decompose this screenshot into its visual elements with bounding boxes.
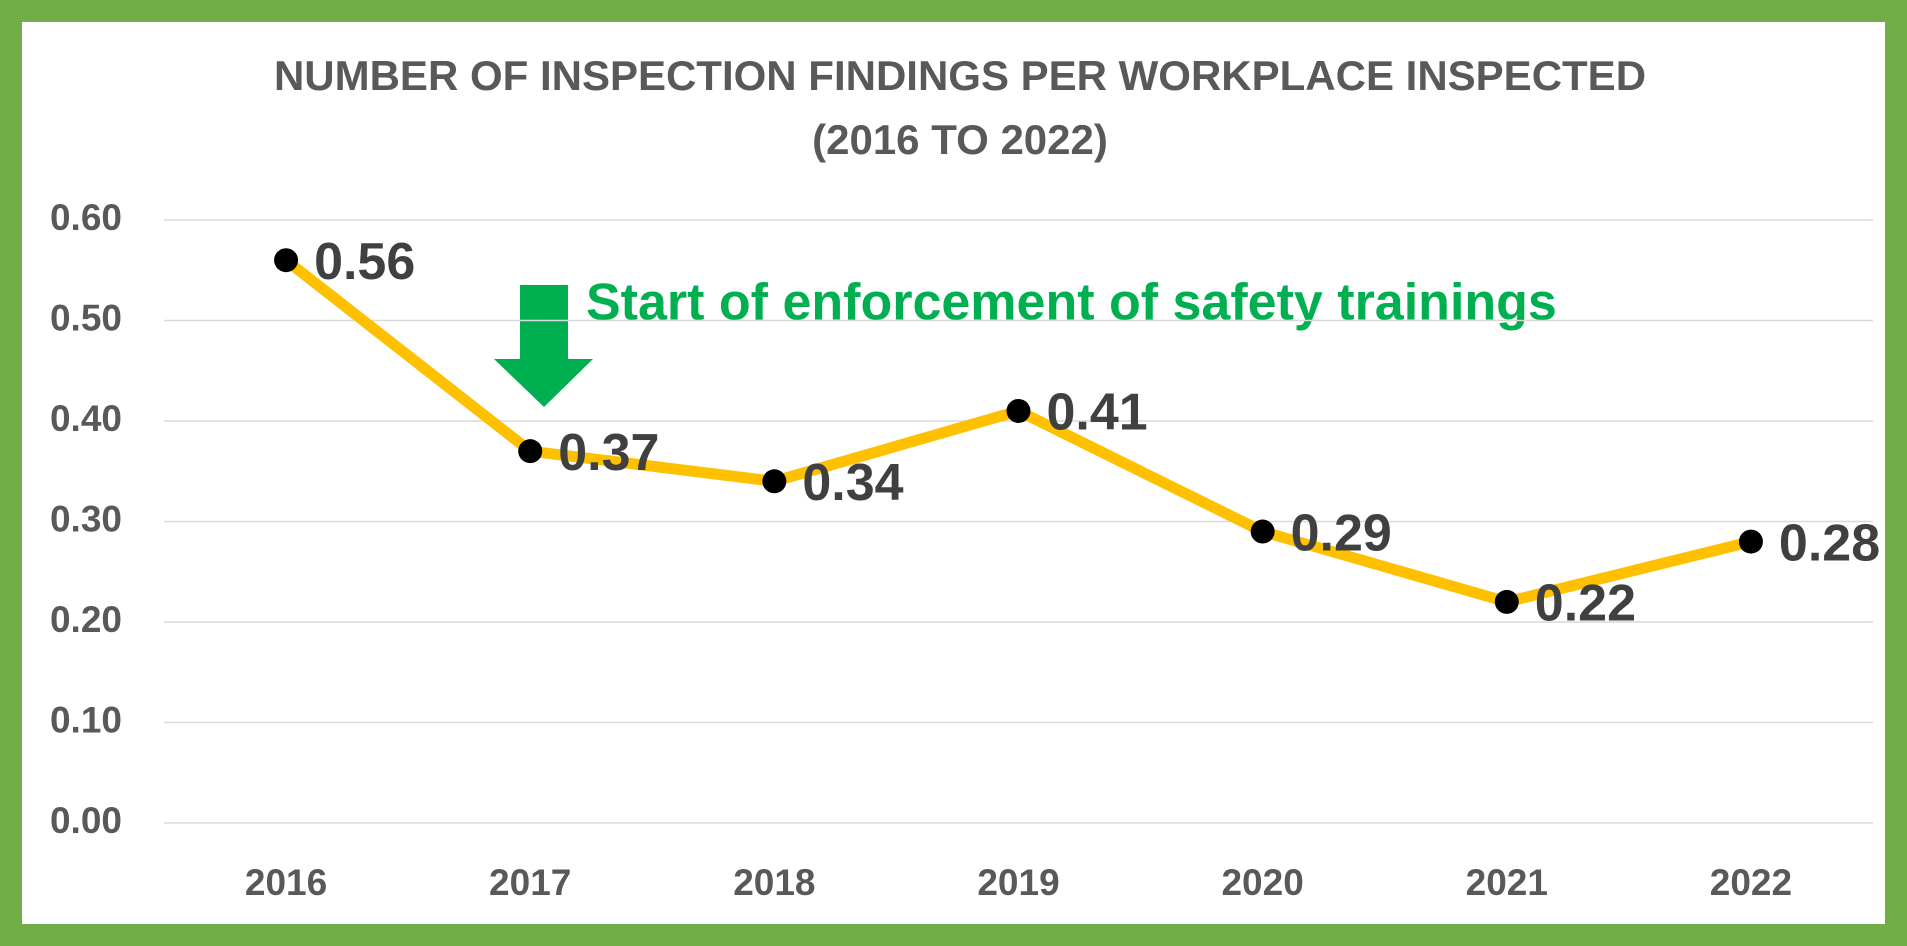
- y-tick-label: 0.30: [50, 498, 122, 539]
- data-point: [274, 248, 299, 273]
- y-tick-label: 0.20: [50, 599, 122, 640]
- data-label: 0.29: [1291, 504, 1392, 562]
- y-tick-label: 0.00: [50, 800, 122, 841]
- chart-subtitle: (2016 TO 2022): [812, 116, 1108, 163]
- data-point: [1494, 589, 1519, 614]
- plot-background: [22, 22, 1885, 924]
- x-tick-label: 2017: [489, 862, 571, 903]
- arrow-shaft: [520, 285, 568, 360]
- x-tick-label: 2018: [733, 862, 815, 903]
- data-label: 0.34: [802, 454, 903, 512]
- x-tick-label: 2022: [1710, 862, 1792, 903]
- y-tick-label: 0.50: [50, 297, 122, 338]
- annotation-arrow: [494, 285, 593, 407]
- data-point: [1738, 529, 1763, 554]
- x-tick-label: 2019: [977, 862, 1059, 903]
- data-point: [1250, 519, 1275, 544]
- data-label: 0.37: [558, 424, 659, 482]
- data-label: 0.22: [1535, 575, 1636, 633]
- annotation: Start of enforcement of safety trainings: [586, 274, 1557, 332]
- data-label: 0.56: [314, 233, 415, 291]
- data-label: 0.41: [1047, 384, 1148, 442]
- data-point: [1006, 398, 1031, 423]
- y-tick-label: 0.60: [50, 197, 122, 238]
- x-tick-label: 2021: [1466, 862, 1548, 903]
- data-point: [518, 439, 543, 464]
- y-tick-label: 0.40: [50, 398, 122, 439]
- x-tick-label: 2016: [245, 862, 327, 903]
- x-tick-label: 2020: [1221, 862, 1303, 903]
- y-tick-label: 0.10: [50, 699, 122, 740]
- chart-title: NUMBER OF INSPECTION FINDINGS PER WORKPL…: [274, 52, 1646, 99]
- data-point: [762, 469, 787, 494]
- arrow-head: [494, 359, 593, 407]
- data-label: 0.28: [1779, 514, 1880, 572]
